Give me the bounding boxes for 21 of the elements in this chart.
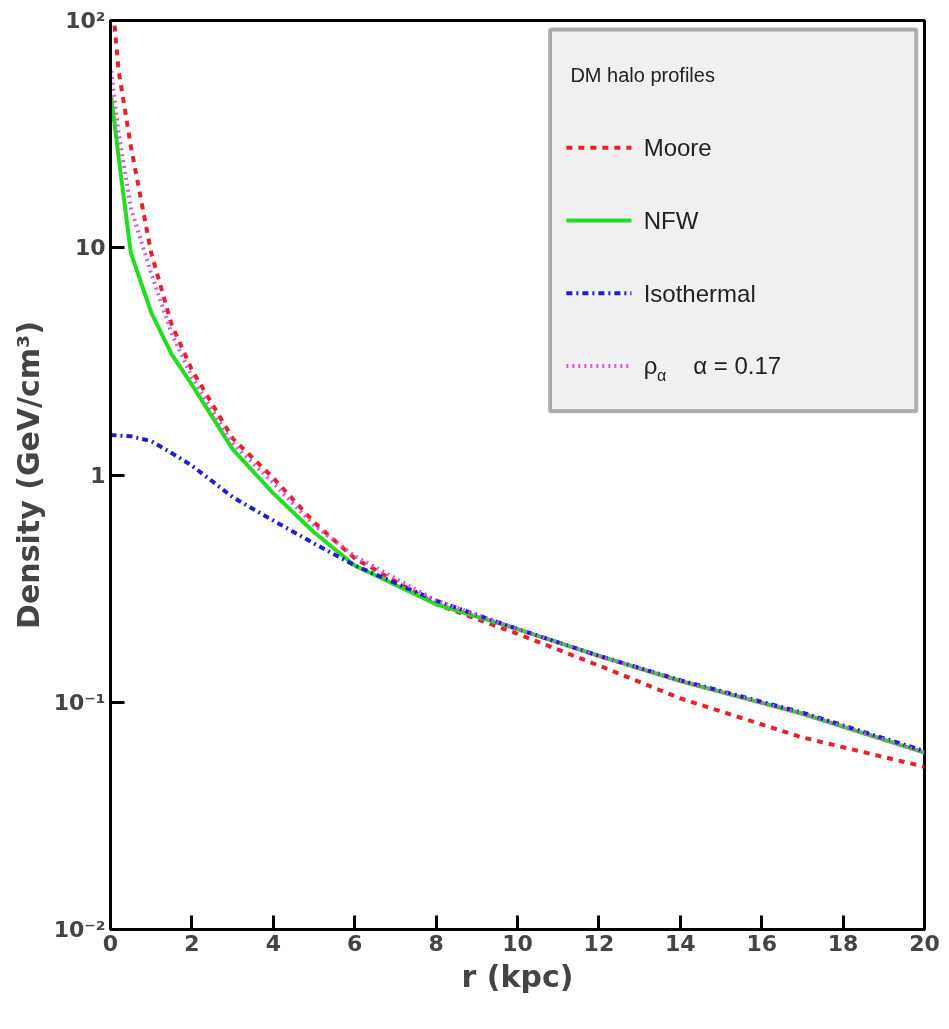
- y-tick-label: 10²: [65, 8, 106, 33]
- x-tick-label: 2: [184, 930, 200, 956]
- x-tick-label: 18: [827, 930, 859, 956]
- x-tick-label: 6: [347, 930, 363, 956]
- x-tick-label: 4: [265, 930, 281, 956]
- y-tick-label: 1: [90, 462, 106, 488]
- x-tick-label: 20: [909, 930, 940, 956]
- legend-title: DM halo profiles: [570, 64, 715, 87]
- x-tick-label: 8: [428, 930, 444, 956]
- x-tick-label: 12: [583, 930, 615, 956]
- legend-label: Isothermal: [643, 279, 756, 307]
- y-tick-label: 10: [74, 235, 106, 261]
- y-tick-label: 10⁻¹: [53, 689, 106, 715]
- y-axis-title: Density (GeV/cm³): [10, 321, 46, 629]
- x-tick-label: 16: [746, 930, 778, 956]
- x-axis-title: r (kpc): [461, 958, 574, 994]
- x-tick-label: 10: [502, 930, 533, 956]
- legend-label: NFW: [643, 206, 699, 234]
- legend-label: Moore: [643, 134, 712, 162]
- x-tick-label: 14: [664, 930, 696, 956]
- x-tick-label: 0: [102, 930, 119, 956]
